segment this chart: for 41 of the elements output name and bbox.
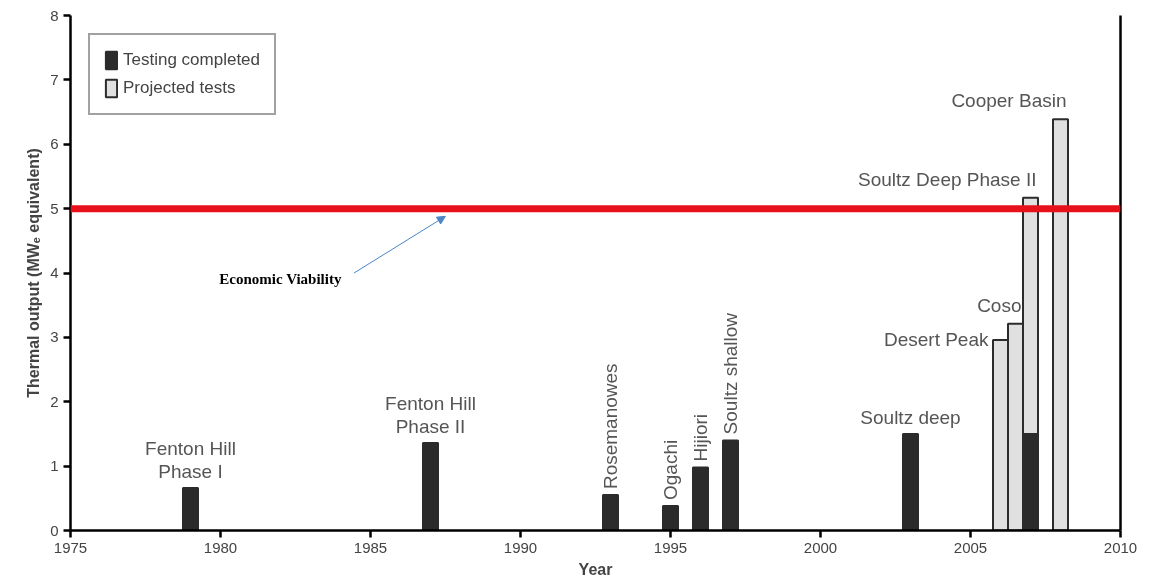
x-tick-label: 2010 <box>1103 538 1138 556</box>
x-tick-label: 1985 <box>353 538 388 556</box>
annotation: Fenton Hill Phase I <box>145 437 236 483</box>
legend-label: Testing completed <box>123 50 261 70</box>
annotation: Coso <box>977 294 1022 316</box>
x-axis-title: Year <box>578 560 613 578</box>
annotation: Rosemanowes <box>600 363 621 490</box>
bar <box>692 466 709 531</box>
x-tick-label: 1995 <box>653 538 688 556</box>
annotation: Soultz Deep Phase II <box>858 168 1037 190</box>
bar <box>182 487 199 531</box>
x-tick-label: 2000 <box>803 538 838 556</box>
y-tick-label: 1 <box>50 457 59 475</box>
bar <box>1052 118 1069 531</box>
y-tick-label: 5 <box>50 199 59 217</box>
x-tick-label: 2005 <box>953 538 988 556</box>
annotation: Hijiori <box>690 413 711 462</box>
annotation: Soultz deep <box>860 406 961 428</box>
y-tick-label: 3 <box>50 328 59 346</box>
y-tick-label: 8 <box>50 6 59 24</box>
bar <box>722 439 739 531</box>
legend-label: Projected tests <box>123 78 236 98</box>
bar <box>602 494 619 531</box>
ref-line-label: Economic Viability <box>219 271 342 288</box>
x-tick-label: 1975 <box>53 538 88 556</box>
annotation: Cooper Basin <box>951 90 1067 112</box>
y-tick-label: 0 <box>50 521 59 539</box>
annotation: Soultz shallow <box>720 312 741 435</box>
bar <box>662 505 679 531</box>
bar <box>902 432 919 531</box>
annotation: Ogachi <box>660 439 681 501</box>
y-tick-label: 6 <box>50 135 59 153</box>
y-tick-label: 4 <box>50 264 59 281</box>
x-tick-label: 1980 <box>203 538 238 556</box>
bar <box>422 441 439 531</box>
y-axis-title: Thermal output (MWₑ equivalent) <box>25 148 43 398</box>
annotation: Desert Peak <box>883 329 989 351</box>
y-tick-label: 2 <box>50 392 59 410</box>
x-tick-label: 1990 <box>503 538 538 556</box>
annotation: Fenton Hill Phase II <box>385 392 476 437</box>
y-tick-label: 7 <box>50 70 59 88</box>
